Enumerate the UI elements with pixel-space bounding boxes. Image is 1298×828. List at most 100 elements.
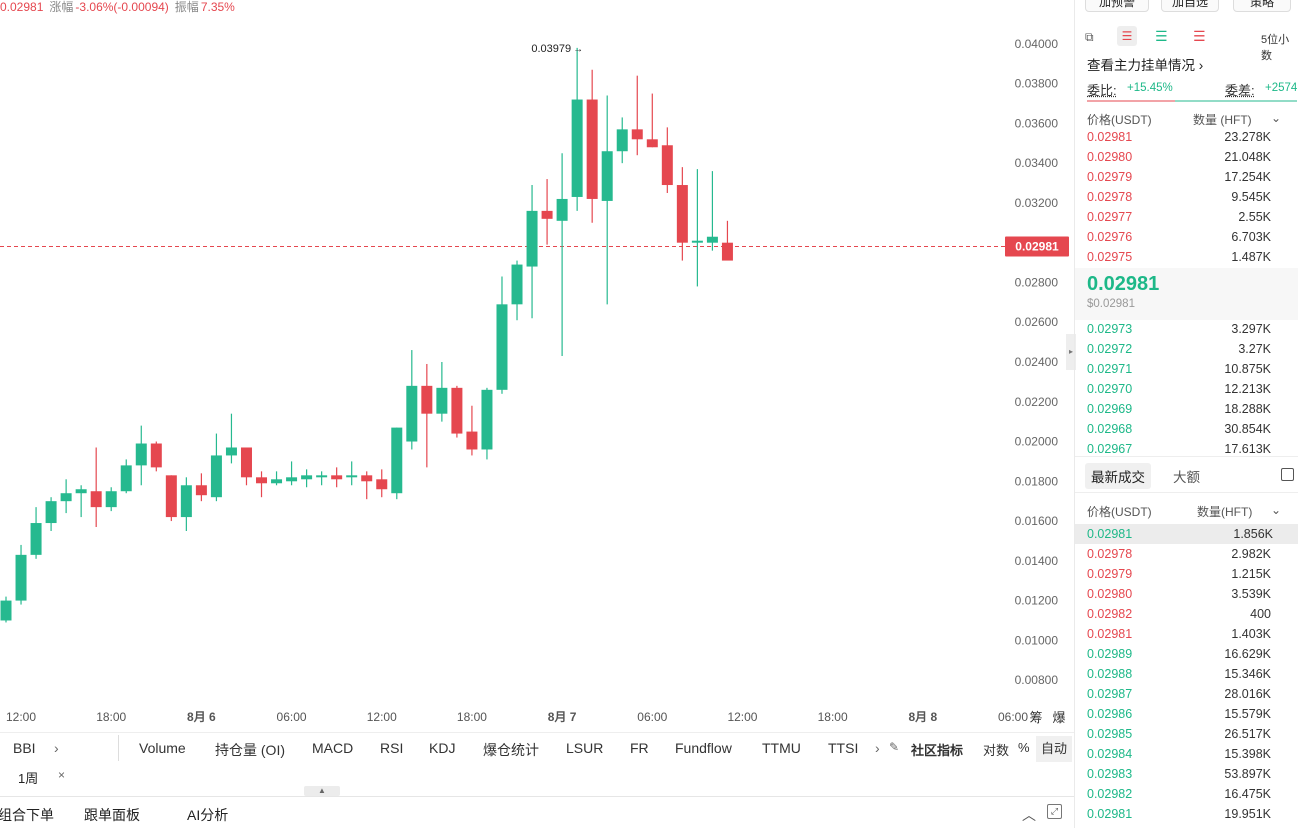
candle-body[interactable] — [707, 237, 718, 243]
trade-row[interactable]: 0.02981 19.951K — [1087, 804, 1297, 824]
trade-row[interactable]: 0.02982 400 — [1087, 604, 1297, 624]
candle-body[interactable] — [121, 465, 132, 491]
candle-body[interactable] — [166, 475, 177, 517]
trade-row[interactable]: 0.02988 15.346K — [1087, 664, 1297, 684]
candle-body[interactable] — [61, 493, 72, 501]
candle-body[interactable] — [451, 388, 462, 434]
candle-body[interactable] — [572, 100, 583, 197]
bid-row[interactable]: 0.02973 3.297K — [1087, 319, 1297, 339]
trade-row[interactable]: 0.02981 1.856K — [1075, 524, 1298, 544]
candle-body[interactable] — [632, 129, 643, 139]
bid-row[interactable]: 0.02970 12.213K — [1087, 379, 1297, 399]
period-tag[interactable]: 1周 — [18, 768, 38, 787]
trade-row[interactable]: 0.02987 28.016K — [1087, 684, 1297, 704]
indicator-lsur[interactable]: LSUR — [566, 740, 603, 756]
indicator-fundflow[interactable]: Fundflow — [675, 740, 732, 756]
candle-body[interactable] — [527, 211, 538, 267]
chevron-up-icon[interactable]: ︿ — [1022, 805, 1036, 825]
book-qty-header[interactable]: 数量 (HFT) — [1193, 111, 1252, 128]
trade-row[interactable]: 0.02979 1.215K — [1087, 564, 1297, 584]
book-bids-icon[interactable]: ☰ — [1155, 28, 1168, 45]
trades-qty-header[interactable]: 数量(HFT) — [1197, 503, 1252, 520]
candle-body[interactable] — [16, 555, 27, 601]
bid-row[interactable]: 0.02971 10.875K — [1087, 359, 1297, 379]
indicator-kdj[interactable]: KDJ — [429, 740, 455, 756]
candle-body[interactable] — [406, 386, 417, 442]
candlestick-chart[interactable]: 0.040000.038000.036000.034000.032000.030… — [0, 0, 1074, 730]
bid-row[interactable]: 0.02968 30.854K — [1087, 419, 1297, 439]
ask-row[interactable]: 0.02975 1.487K — [1087, 247, 1297, 267]
strategy-button[interactable]: 策略 — [1233, 0, 1291, 12]
trade-row[interactable]: 0.02989 16.629K — [1087, 644, 1297, 664]
candle-body[interactable] — [271, 479, 282, 483]
large-trades-tab[interactable]: 大额 — [1173, 466, 1200, 486]
candle-body[interactable] — [286, 477, 297, 481]
candle-body[interactable] — [466, 432, 477, 450]
chip-distribution-toggle[interactable]: 筹 — [1029, 710, 1042, 725]
add-watchlist-button[interactable]: 加自选 — [1161, 0, 1219, 12]
candle-body[interactable] — [316, 475, 327, 477]
log-scale-toggle[interactable]: 对数 — [983, 740, 1009, 759]
ai-analysis-tab[interactable]: AI分析 — [187, 805, 228, 825]
candle-body[interactable] — [617, 129, 628, 151]
candle-body[interactable] — [346, 475, 357, 477]
community-indicators[interactable]: 社区指标 — [911, 740, 963, 759]
candle-body[interactable] — [557, 199, 568, 221]
trade-row[interactable]: 0.02978 2.982K — [1087, 544, 1297, 564]
candle-body[interactable] — [436, 388, 447, 414]
auto-scale-button[interactable]: 自动 — [1036, 736, 1072, 762]
ask-row[interactable]: 0.02981 23.278K — [1087, 127, 1297, 147]
candle-body[interactable] — [151, 444, 162, 468]
trade-row[interactable]: 0.02986 15.579K — [1087, 704, 1297, 724]
candle-body[interactable] — [496, 304, 507, 389]
edit-icon[interactable]: ✎ — [889, 740, 899, 754]
candle-body[interactable] — [241, 447, 252, 477]
candle-body[interactable] — [46, 501, 57, 523]
candle-body[interactable] — [512, 265, 523, 305]
book-asks-icon[interactable]: ☰ — [1193, 28, 1206, 45]
candle-body[interactable] — [91, 491, 102, 507]
indicator-ttmu[interactable]: TTMU — [762, 740, 801, 756]
popout-icon[interactable]: ⧉ — [1085, 30, 1094, 45]
candle-body[interactable] — [662, 145, 673, 185]
indicator-oi[interactable]: 持仓量 (OI) — [215, 740, 285, 760]
latest-trades-tab[interactable]: 最新成交 — [1085, 463, 1151, 489]
indicator-liquidation[interactable]: 爆仓统计 — [483, 740, 539, 760]
indicator-bbi[interactable]: BBI — [13, 740, 36, 756]
combo-order-tab[interactable]: 组合下单 — [0, 805, 54, 825]
ask-row[interactable]: 0.02978 9.545K — [1087, 187, 1297, 207]
candle-body[interactable] — [211, 455, 222, 497]
candle-body[interactable] — [722, 243, 733, 261]
candle-body[interactable] — [136, 444, 147, 466]
ask-row[interactable]: 0.02980 21.048K — [1087, 147, 1297, 167]
bid-row[interactable]: 0.02972 3.27K — [1087, 339, 1297, 359]
candle-body[interactable] — [256, 477, 267, 483]
candle-body[interactable] — [361, 475, 372, 481]
ask-row[interactable]: 0.02977 2.55K — [1087, 207, 1297, 227]
chevron-down-icon[interactable]: ⌄ — [1271, 111, 1281, 125]
candle-body[interactable] — [602, 151, 613, 201]
expand-icon[interactable]: ⤢ — [1047, 804, 1062, 819]
trade-row[interactable]: 0.02985 26.517K — [1087, 724, 1297, 744]
percent-scale-toggle[interactable]: % — [1018, 740, 1030, 755]
large-trades-checkbox[interactable] — [1281, 468, 1294, 481]
trade-row[interactable]: 0.02984 15.398K — [1087, 744, 1297, 764]
indicator-fr[interactable]: FR — [630, 740, 649, 756]
candle-body[interactable] — [587, 100, 598, 199]
trade-row[interactable]: 0.02980 3.539K — [1087, 584, 1297, 604]
chevron-right-icon[interactable]: › — [875, 740, 880, 756]
candle-body[interactable] — [542, 211, 553, 219]
candle-body[interactable] — [331, 475, 342, 479]
copy-trading-tab[interactable]: 跟单面板 — [84, 805, 140, 825]
candle-body[interactable] — [421, 386, 432, 414]
indicator-volume[interactable]: Volume — [139, 740, 186, 756]
bid-row[interactable]: 0.02969 18.288K — [1087, 399, 1297, 419]
ask-row[interactable]: 0.02979 17.254K — [1087, 167, 1297, 187]
close-icon[interactable]: × — [58, 768, 65, 782]
candle-body[interactable] — [106, 491, 117, 507]
main-orders-link[interactable]: 查看主力挂单情况 › — [1087, 54, 1203, 74]
add-alert-button[interactable]: 加预警 — [1085, 0, 1149, 12]
candle-body[interactable] — [647, 139, 658, 147]
candle-body[interactable] — [391, 428, 402, 494]
candle-body[interactable] — [226, 447, 237, 455]
